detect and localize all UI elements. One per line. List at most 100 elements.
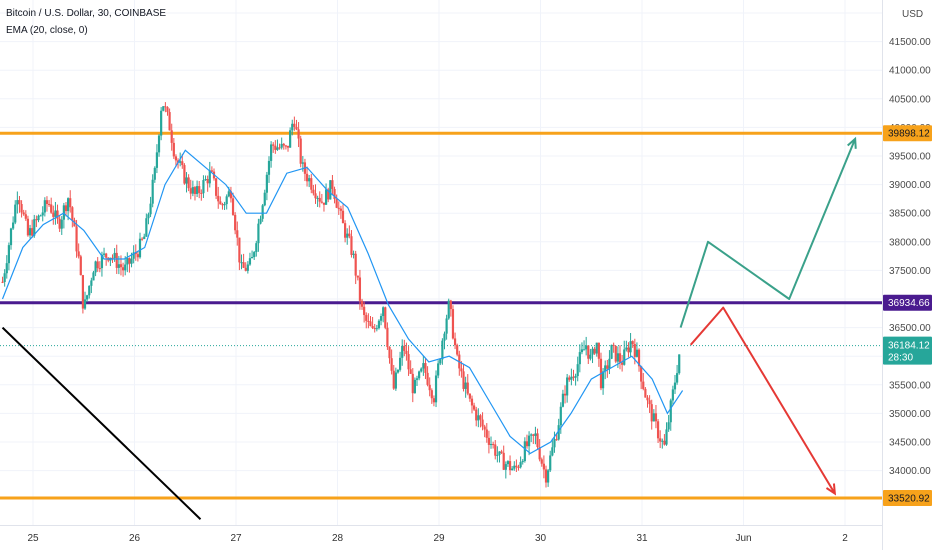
candle-body <box>610 344 613 359</box>
candle-body <box>246 264 249 271</box>
candle-body <box>166 107 169 113</box>
candle-body <box>50 204 53 213</box>
candle-body <box>614 345 617 362</box>
candle-body <box>185 177 188 184</box>
candle-body <box>335 199 338 208</box>
date-tick-label: 30 <box>535 533 547 544</box>
candle-body <box>401 345 404 358</box>
candle-body <box>299 138 302 164</box>
candle-body <box>219 201 222 205</box>
candle-body <box>223 204 226 206</box>
candle-body <box>77 251 80 257</box>
candle-body <box>138 238 142 258</box>
candle-body <box>71 207 74 221</box>
candle-body <box>231 198 235 215</box>
candle-body <box>270 144 273 161</box>
candle-body <box>475 409 478 421</box>
candle-body <box>24 214 27 219</box>
candle-body <box>561 393 565 407</box>
candle-body <box>170 130 173 143</box>
candle-body <box>536 433 539 448</box>
candle-body <box>255 243 258 253</box>
candle-body <box>28 228 32 236</box>
candle-body <box>26 218 30 236</box>
date-tick-label: 25 <box>27 533 39 544</box>
candle-body <box>143 236 146 239</box>
candle-body <box>676 373 679 383</box>
bearish-scenario-path <box>689 306 836 495</box>
candle-body <box>557 425 560 440</box>
candle-body <box>151 179 154 204</box>
candle-body <box>631 341 634 345</box>
level-resistance-badge-label: 39898.12 <box>888 129 930 140</box>
candle-body <box>388 346 391 359</box>
indicator-label[interactable]: EMA (20, close, 0) <box>6 25 88 36</box>
candle-body <box>542 463 545 470</box>
candle-body <box>377 320 381 329</box>
candle-body <box>534 433 537 436</box>
symbol-title[interactable]: Bitcoin / U.S. Dollar, 30, COINBASE <box>6 8 166 19</box>
candle-body <box>227 191 230 197</box>
candle-body <box>60 219 63 229</box>
candle-body <box>413 379 416 394</box>
candle-body <box>18 200 21 205</box>
candle-body <box>563 393 567 396</box>
candle-body <box>405 350 408 355</box>
candle-body <box>508 461 512 471</box>
candle-body <box>225 196 228 205</box>
candle-body <box>9 228 13 246</box>
candle-body <box>62 205 65 220</box>
candle-body <box>124 264 127 271</box>
candle-body <box>327 189 330 200</box>
candle-body <box>310 178 313 190</box>
candle-body <box>449 300 452 310</box>
chart-grid <box>0 0 883 550</box>
current-price-badge <box>883 336 932 365</box>
candle-body <box>202 180 205 194</box>
candle-body <box>14 204 17 223</box>
currency-label[interactable]: USD <box>902 9 923 20</box>
candle-body <box>663 440 666 445</box>
candle-body <box>149 203 152 215</box>
candle-body <box>105 253 108 258</box>
candle-body <box>81 275 85 309</box>
candle-body <box>667 422 670 430</box>
candle-body <box>572 376 575 378</box>
candle-body <box>282 143 285 146</box>
candle-body <box>147 214 150 219</box>
candle-body <box>379 316 383 321</box>
candle-body <box>295 126 298 130</box>
candle-body <box>244 267 247 271</box>
candle-body <box>189 188 192 194</box>
candle-body <box>113 252 116 259</box>
candle-body <box>576 364 579 377</box>
candle-body <box>115 252 118 268</box>
candle-body <box>73 220 76 227</box>
candle-body <box>229 191 233 199</box>
candle-body <box>635 349 639 357</box>
candle-body <box>648 400 651 405</box>
candle-body <box>198 186 201 193</box>
candle-body <box>396 369 400 373</box>
candle-body <box>155 152 159 168</box>
candle-body <box>426 372 429 385</box>
candle-body <box>130 258 133 264</box>
candle-body <box>278 147 281 149</box>
price-tick-label: 34000.00 <box>889 466 931 477</box>
candle-body <box>168 112 171 131</box>
candle-body <box>530 434 533 436</box>
candle-body <box>43 200 46 213</box>
trendline <box>1 326 202 520</box>
candle-body <box>369 321 372 327</box>
candle-body <box>549 455 552 471</box>
candle-body <box>578 352 581 365</box>
candle-body <box>483 426 486 430</box>
price-tick-label: 41000.00 <box>889 66 931 77</box>
candle-body <box>652 413 655 422</box>
candle-body <box>566 377 569 396</box>
candle-body <box>206 179 209 184</box>
candle-body <box>511 468 514 471</box>
candle-body <box>35 219 38 221</box>
bar-countdown-label: 28:30 <box>888 353 913 364</box>
